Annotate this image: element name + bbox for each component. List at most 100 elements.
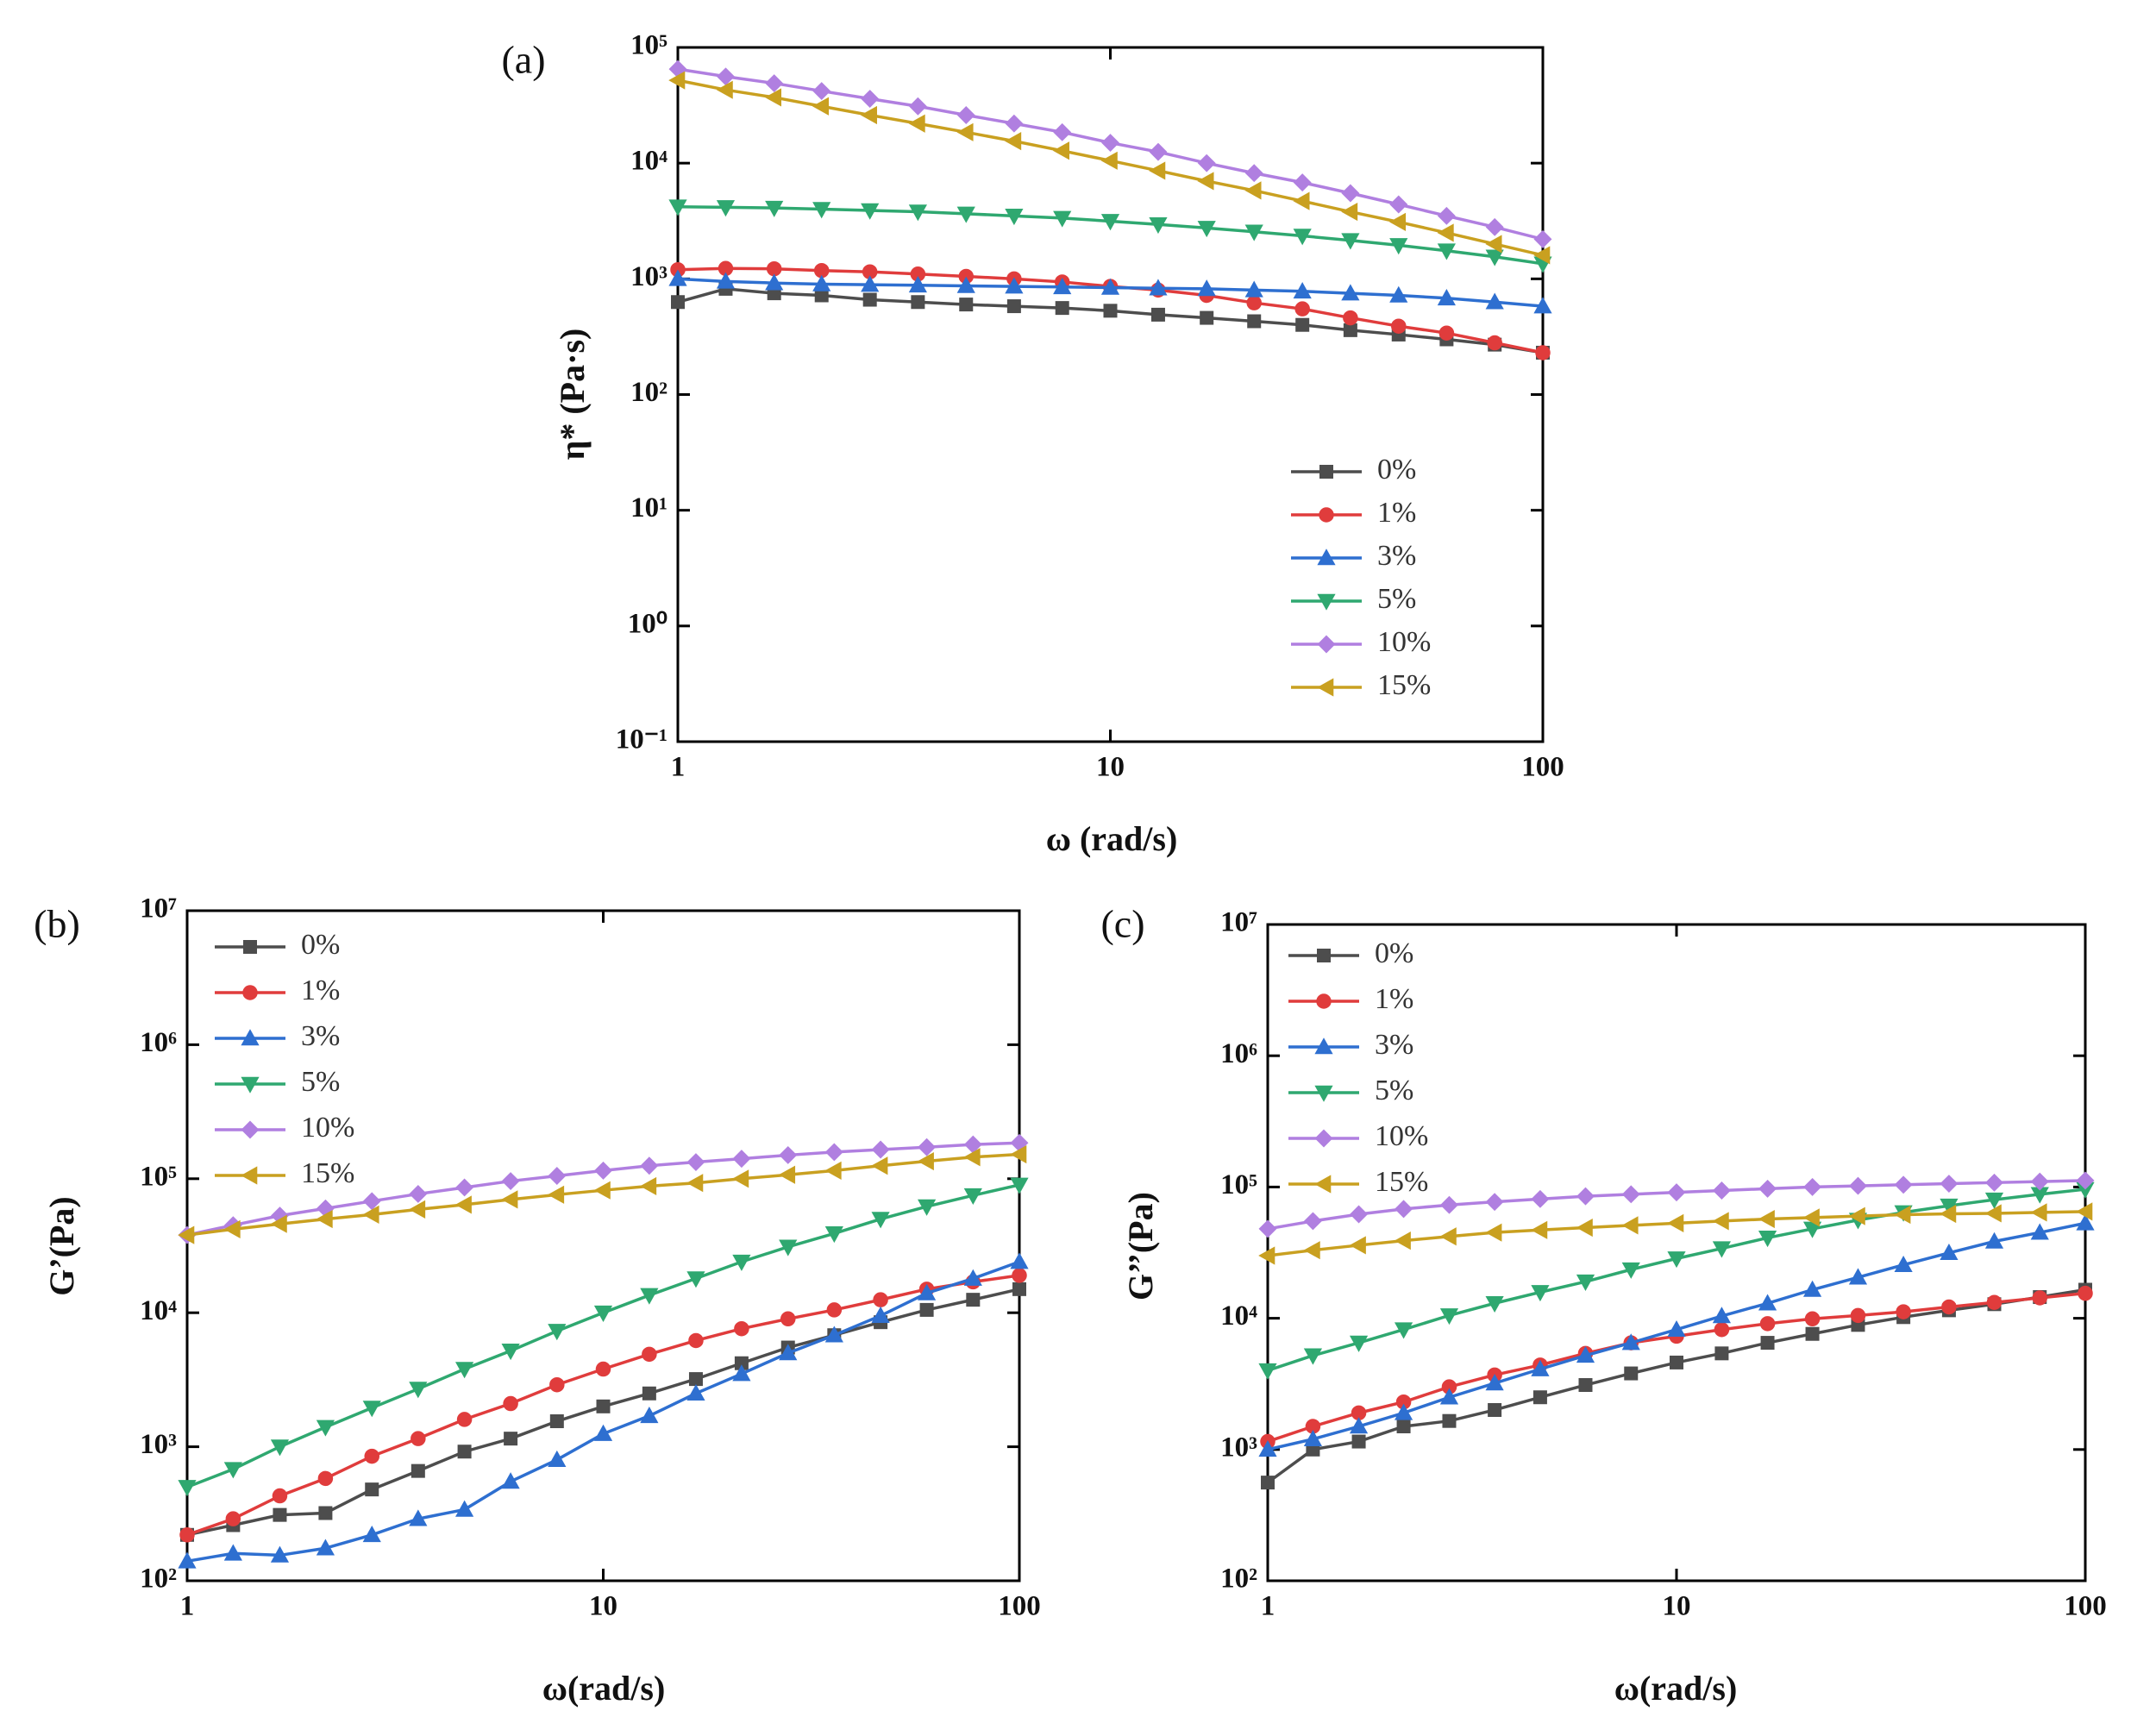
marker — [1621, 1216, 1639, 1235]
marker — [1258, 1219, 1277, 1238]
marker — [919, 1302, 934, 1317]
marker — [640, 1176, 657, 1196]
marker — [1394, 1231, 1411, 1250]
marker — [1760, 1336, 1775, 1351]
marker — [1247, 314, 1262, 329]
marker — [642, 1386, 656, 1401]
marker — [1388, 212, 1407, 232]
marker — [549, 1414, 564, 1429]
marker — [1439, 1388, 1459, 1405]
marker — [1010, 1177, 1029, 1194]
marker — [2032, 1290, 2048, 1306]
marker — [686, 1153, 705, 1172]
marker — [362, 1401, 381, 1418]
marker — [1012, 1282, 1026, 1296]
legend-label: 10% — [1375, 1120, 1428, 1152]
marker — [1758, 1294, 1777, 1311]
marker — [1984, 1231, 2004, 1249]
marker — [1437, 223, 1454, 242]
panel: 1 10 100 10⁻¹ 10⁰ 10¹ 10² 10³ 10⁴ 10⁵ 0% 1% 3% 5% 10% 1… — [501, 30, 1564, 859]
marker — [779, 1344, 798, 1361]
marker — [1391, 318, 1407, 334]
marker — [779, 1239, 798, 1257]
marker — [456, 1412, 473, 1427]
marker — [1485, 1295, 1504, 1313]
legend-entry: 10% — [1288, 1120, 1428, 1152]
marker — [1055, 301, 1069, 316]
marker — [668, 199, 687, 216]
marker — [918, 1137, 937, 1156]
marker — [1533, 297, 1552, 314]
legend-entry: 15% — [1291, 669, 1431, 701]
marker — [1294, 301, 1310, 316]
y-tick-label: 10⁷ — [140, 893, 177, 924]
marker — [1488, 1402, 1502, 1417]
marker — [640, 1288, 659, 1305]
legend-entry: 5% — [215, 1066, 340, 1098]
marker — [1894, 1175, 1913, 1194]
marker — [454, 1500, 474, 1517]
y-tick-label: 10² — [1220, 1564, 1257, 1595]
x-axis-title: ω(rad/s) — [542, 1669, 666, 1708]
y-tick-label: 10⁶ — [140, 1027, 177, 1058]
marker — [411, 1431, 426, 1446]
marker — [716, 80, 733, 99]
marker — [1395, 1200, 1413, 1219]
y-tick-label: 10⁰ — [628, 608, 668, 639]
marker — [1303, 1348, 1323, 1365]
marker — [1758, 1179, 1777, 1198]
marker — [364, 1448, 380, 1464]
y-tick-label: 10⁵ — [140, 1161, 177, 1192]
marker — [1341, 233, 1360, 250]
marker — [1293, 191, 1310, 210]
marker — [812, 274, 831, 291]
y-axis-title: G’(Pa) — [42, 1196, 81, 1296]
marker — [716, 200, 736, 217]
marker — [1005, 277, 1024, 294]
marker — [1316, 993, 1332, 1009]
marker — [548, 1185, 565, 1204]
marker — [316, 1209, 333, 1229]
marker — [1805, 1326, 1820, 1341]
marker — [1714, 1346, 1729, 1361]
marker — [1149, 161, 1166, 180]
legend-entry: 10% — [1291, 626, 1431, 658]
marker — [2078, 1285, 2093, 1301]
marker — [501, 1344, 520, 1361]
panel-label: (a) — [501, 38, 545, 82]
marker — [826, 1302, 843, 1318]
panel: 1 10 100 10² 10³ 10⁴ 10⁵ 10⁶ 10⁷ 0% 1% 3% 5% 10% 15% (b… — [34, 893, 1041, 1708]
marker — [1804, 1311, 1821, 1327]
marker — [1349, 1335, 1369, 1352]
marker — [1317, 678, 1334, 697]
marker — [1389, 285, 1408, 303]
marker — [732, 1254, 751, 1271]
marker — [1712, 1241, 1732, 1258]
marker — [241, 1076, 260, 1094]
marker — [1396, 1419, 1411, 1433]
y-tick-label: 10⁴ — [1220, 1300, 1257, 1332]
marker — [1005, 132, 1022, 151]
marker — [1849, 1176, 1867, 1195]
marker — [911, 295, 925, 310]
marker — [2076, 1213, 2095, 1231]
marker — [178, 1480, 197, 1497]
legend-label: 0% — [1377, 454, 1416, 486]
x-tick-label: 1 — [671, 752, 686, 783]
marker — [778, 1165, 796, 1184]
marker — [1293, 282, 1312, 299]
marker — [1532, 1390, 1547, 1405]
marker — [1848, 1268, 1868, 1285]
marker — [2030, 1172, 2049, 1191]
marker — [1894, 1255, 1913, 1273]
marker — [241, 1120, 260, 1139]
marker — [860, 105, 877, 125]
marker — [1485, 1374, 1504, 1391]
y-tick-label: 10⁵ — [1220, 1169, 1257, 1200]
marker — [1150, 307, 1165, 322]
marker — [1100, 151, 1118, 170]
marker — [1005, 114, 1024, 133]
marker — [1303, 1212, 1322, 1231]
y-tick-label: 10⁷ — [1220, 907, 1257, 938]
marker — [1712, 1307, 1732, 1324]
